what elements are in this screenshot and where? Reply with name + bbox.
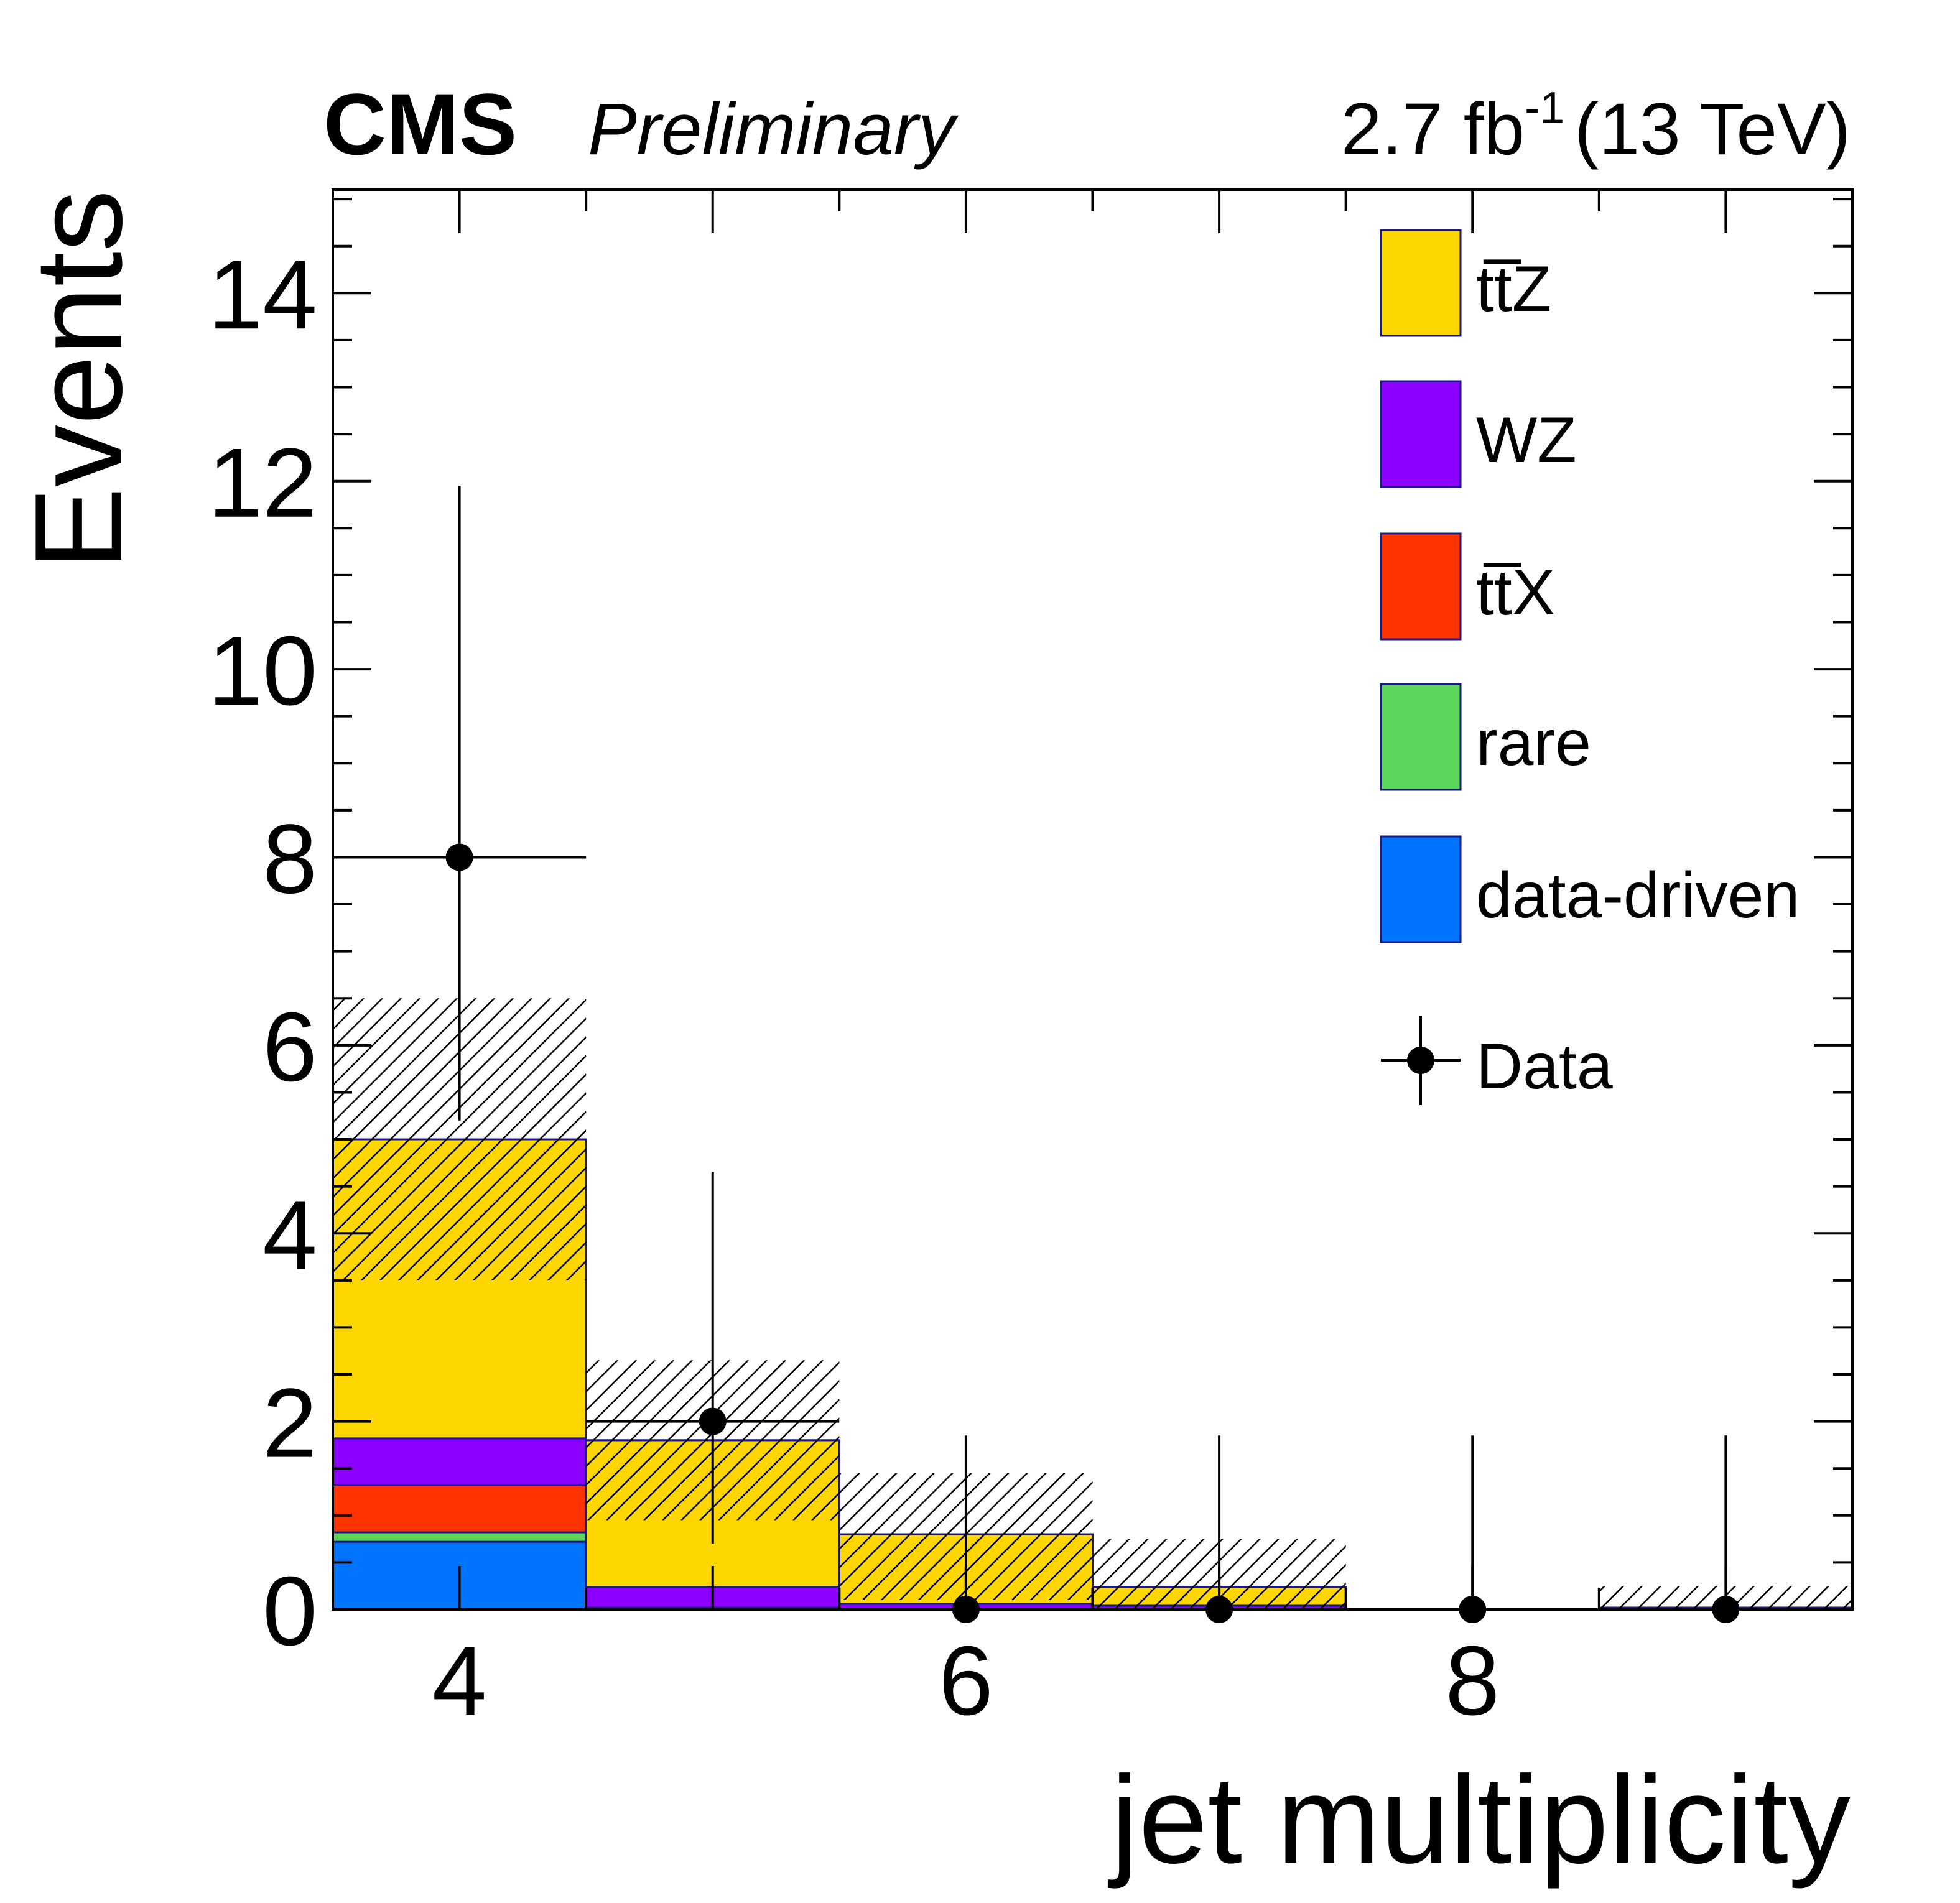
y-tick-label: 10 <box>208 616 317 726</box>
y-tick-label: 12 <box>208 428 317 538</box>
bar-ttx-bin-0 <box>332 1484 587 1534</box>
bar-wz-bin-0 <box>332 1437 587 1486</box>
x-axis-label: jet multiplicity <box>1108 1751 1851 1889</box>
y-axis-label: Events <box>9 190 148 570</box>
bar-rare-bin-0 <box>332 1531 587 1543</box>
y-tick-label: 4 <box>262 1180 317 1290</box>
x-tick-label: 8 <box>1445 1626 1500 1736</box>
legend-swatch-ttx <box>1380 532 1462 641</box>
y-tick-label: 2 <box>262 1369 317 1478</box>
legend-label-data: Data <box>1476 1030 1613 1103</box>
luminosity-energy: (13 TeV) <box>1574 88 1851 170</box>
legend-swatch-datadriven <box>1380 835 1462 943</box>
legend-swatch-ttz <box>1380 229 1462 337</box>
luminosity-label: 2.7 fb-1 (13 TeV) <box>1341 83 1851 170</box>
plot-area: 0 2 4 6 8 10 12 14 4 6 8 <box>208 188 1854 1736</box>
legend-label-datadriven: data-driven <box>1476 859 1800 932</box>
y-tick-label: 6 <box>262 993 317 1102</box>
y-tick-label: 0 <box>262 1557 317 1666</box>
legend: tt̅Z WZ tt̅X rare data-driven Data <box>1380 229 1800 1105</box>
luminosity-value: 2.7 fb <box>1341 88 1525 170</box>
legend-label-ttz: tt̅Z <box>1476 253 1551 325</box>
status-label: Preliminary <box>588 88 959 170</box>
x-tick-label: 4 <box>432 1626 487 1736</box>
legend-swatch-rare <box>1380 683 1462 791</box>
data-point-1 <box>699 1407 727 1435</box>
y-tick-label: 8 <box>262 804 317 914</box>
experiment-label: CMS <box>323 75 517 173</box>
x-tick-label: 6 <box>939 1626 993 1736</box>
legend-marker-data <box>1407 1047 1434 1074</box>
legend-label-wz: WZ <box>1476 404 1577 476</box>
legend-label-ttx: tt̅X <box>1476 557 1555 629</box>
legend-swatch-wz <box>1380 380 1462 488</box>
data-point-0 <box>445 843 473 871</box>
luminosity-exponent: -1 <box>1525 83 1564 133</box>
y-tick-label: 14 <box>208 240 317 350</box>
legend-label-rare: rare <box>1476 707 1591 779</box>
